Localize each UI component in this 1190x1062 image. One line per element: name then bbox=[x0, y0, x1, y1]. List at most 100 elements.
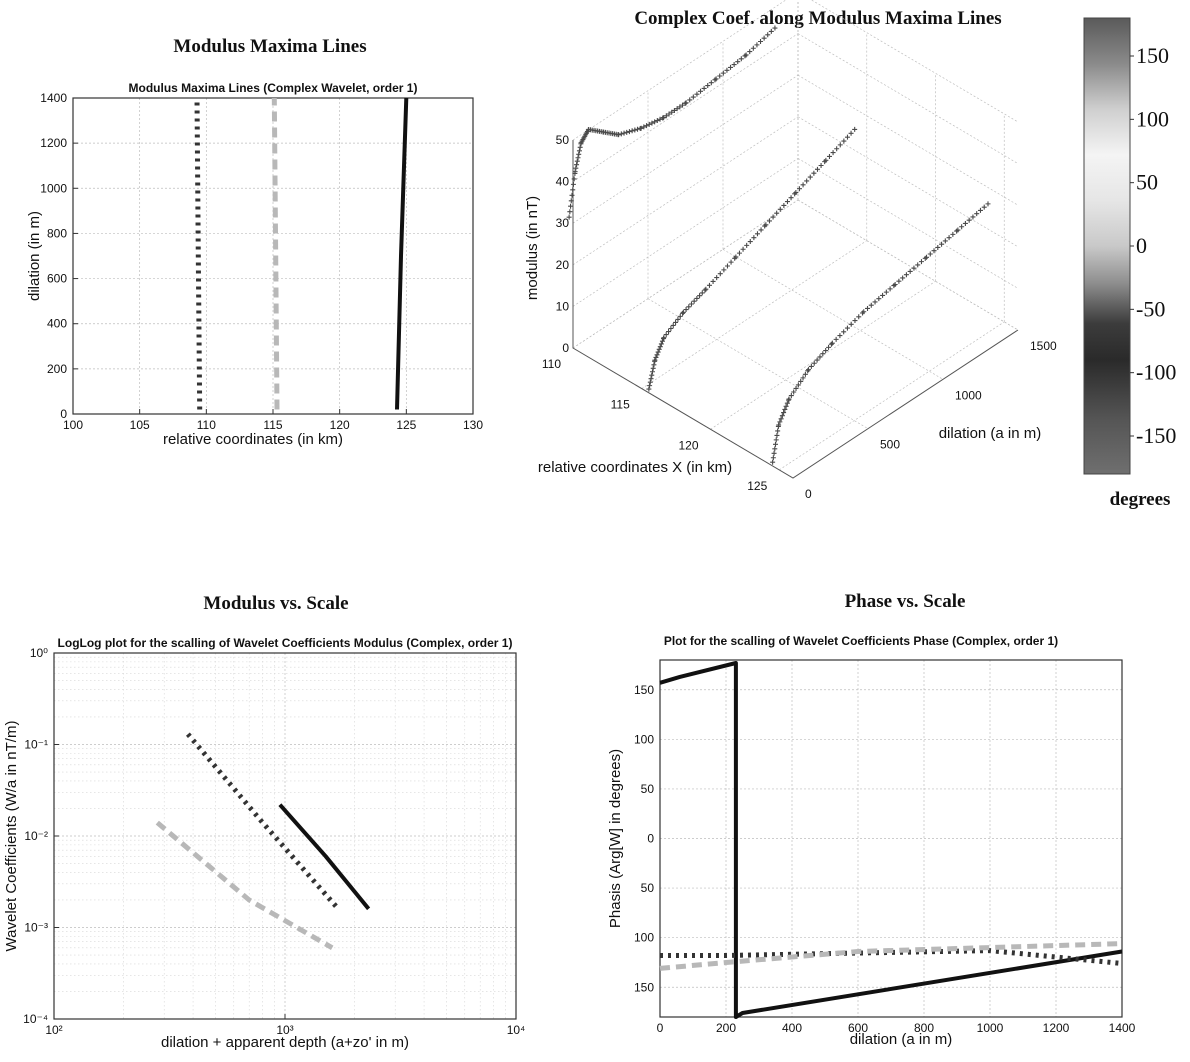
series-line-dashed bbox=[271, 97, 280, 410]
phase-plot: 0 200 400 600 800 1000 1200 1400 150 100 50 0 50 100 1… bbox=[607, 634, 1136, 1048]
data-marker bbox=[724, 67, 730, 73]
data-marker bbox=[796, 186, 802, 192]
x-tick-label: 800 bbox=[914, 1021, 934, 1035]
series-line-dashed bbox=[659, 941, 1123, 971]
data-marker bbox=[946, 235, 952, 241]
data-marker bbox=[650, 365, 656, 371]
x-tick-label: 120 bbox=[678, 438, 698, 452]
x-tick-label: 115 bbox=[263, 418, 282, 432]
data-marker bbox=[924, 254, 929, 260]
complex3d-figure-title: Complex Coef. along Modulus Maxima Lines bbox=[634, 8, 1001, 29]
data-marker bbox=[807, 174, 813, 180]
data-marker bbox=[677, 104, 683, 110]
data-marker bbox=[649, 120, 655, 126]
colorbar-tick-label: -50 bbox=[1136, 296, 1165, 321]
colorbar-unit-label: degrees bbox=[1110, 489, 1171, 510]
data-marker bbox=[770, 455, 776, 461]
series-0 bbox=[566, 25, 778, 220]
y-axis-label: Phasis (Arg[W] in degrees) bbox=[607, 749, 624, 928]
z-tick-label: 10 bbox=[556, 299, 570, 313]
data-marker bbox=[852, 126, 858, 132]
plot-frame bbox=[53, 652, 517, 1020]
data-marker bbox=[844, 325, 850, 331]
data-marker bbox=[728, 64, 734, 70]
data-marker bbox=[641, 124, 647, 130]
data-marker bbox=[568, 203, 574, 209]
data-marker bbox=[841, 329, 847, 335]
data-marker bbox=[830, 150, 836, 156]
data-marker bbox=[837, 142, 843, 148]
data-marker bbox=[776, 422, 782, 428]
x-axis-label: relative coordinates (in km) bbox=[163, 431, 343, 448]
data-marker bbox=[677, 313, 683, 319]
y-tick-label: 10⁰ bbox=[30, 646, 48, 660]
data-marker bbox=[841, 138, 847, 144]
colorbar-tick-label: 50 bbox=[1136, 170, 1158, 195]
z-tick-label: 30 bbox=[556, 216, 570, 230]
series-line-dashed bbox=[155, 820, 334, 950]
data-marker bbox=[774, 432, 780, 438]
data-marker bbox=[576, 151, 582, 157]
y-tick-label: 10⁻³ bbox=[24, 921, 48, 935]
floor-gridline bbox=[710, 280, 936, 430]
data-marker bbox=[569, 192, 575, 198]
x-tick-label: 125 bbox=[747, 479, 767, 493]
data-marker bbox=[818, 162, 824, 168]
data-marker bbox=[626, 129, 632, 135]
data-marker bbox=[653, 354, 659, 360]
data-marker bbox=[666, 111, 672, 117]
data-marker bbox=[705, 83, 711, 89]
data-marker bbox=[616, 132, 622, 138]
data-marker bbox=[717, 73, 723, 79]
data-marker bbox=[804, 178, 810, 184]
x-axis-label: dilation + apparent depth (a+zo' in m) bbox=[161, 1034, 409, 1051]
data-marker bbox=[632, 127, 638, 133]
data-marker bbox=[754, 42, 760, 48]
data-marker bbox=[935, 244, 941, 250]
data-marker bbox=[570, 187, 576, 193]
z-tick-label: 40 bbox=[556, 175, 570, 189]
data-marker bbox=[571, 176, 577, 182]
data-marker bbox=[765, 32, 771, 38]
data-marker bbox=[731, 62, 737, 68]
data-marker bbox=[763, 222, 769, 228]
data-marker bbox=[644, 123, 650, 129]
data-marker bbox=[872, 299, 878, 305]
data-marker bbox=[701, 85, 707, 91]
x-tick-label: 110 bbox=[542, 357, 561, 371]
data-marker bbox=[648, 376, 654, 382]
data-marker bbox=[939, 241, 945, 247]
y-tick-label: 150 bbox=[634, 683, 654, 697]
data-marker bbox=[657, 116, 663, 122]
data-marker bbox=[688, 301, 694, 307]
data-marker bbox=[652, 357, 658, 363]
data-marker bbox=[669, 109, 675, 115]
x-tick-label: 115 bbox=[611, 398, 630, 412]
data-marker bbox=[659, 338, 665, 344]
y-tick-label: 100 bbox=[634, 931, 654, 945]
data-marker bbox=[802, 371, 808, 377]
data-marker bbox=[682, 100, 688, 106]
data-marker bbox=[751, 235, 757, 241]
data-marker bbox=[574, 158, 580, 164]
data-marker bbox=[775, 428, 781, 434]
data-marker bbox=[754, 231, 760, 237]
data-marker bbox=[962, 220, 968, 226]
data-marker bbox=[624, 129, 630, 135]
data-marker bbox=[658, 341, 664, 347]
data-marker bbox=[865, 305, 871, 311]
data-marker bbox=[577, 144, 583, 150]
phase-figure-title: Phase vs. Scale bbox=[845, 591, 966, 612]
data-marker bbox=[635, 126, 641, 132]
data-marker bbox=[955, 227, 961, 233]
x-axis-label: relative coordinates X (in km) bbox=[538, 459, 732, 476]
data-marker bbox=[666, 329, 672, 335]
data-marker bbox=[668, 326, 674, 332]
data-marker bbox=[795, 382, 801, 388]
data-marker bbox=[931, 248, 937, 254]
data-marker bbox=[570, 181, 576, 187]
data-marker bbox=[806, 367, 811, 373]
y-tick-label: 1500 bbox=[1030, 339, 1057, 353]
data-marker bbox=[673, 319, 679, 325]
